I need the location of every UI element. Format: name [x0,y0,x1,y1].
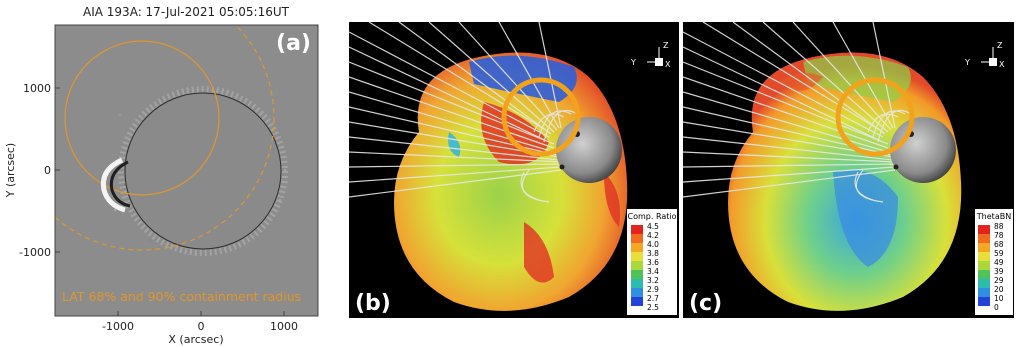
panel-label-b: (b) [355,291,391,316]
z-axis-label: Z [997,41,1003,50]
panel-c: Z Y X ThetaBN 88 78 68 59 49 39 29 20 10… [683,22,1014,318]
colorbar-tick: 3.6 [647,258,659,267]
high-ratio-patch [524,222,554,283]
y-tick-label: 0 [44,164,51,177]
colorbar-tick: 3.2 [647,276,659,285]
colorbar-b: Comp. Ratio [627,209,677,315]
axes-triad [981,47,997,66]
magnetic-field-lines [349,22,578,203]
lat-68-containment-circle [64,40,220,196]
colorbar-tick: 2.5 [647,303,659,312]
sunspot [559,164,565,170]
x-tick-label: 0 [198,320,205,333]
colorbar-tick: 10 [994,294,1004,303]
containment-annotation: LAT 68% and 90% containment radius [62,289,301,304]
low-ratio-patch [469,55,577,102]
colorbar-tick: 88 [994,222,1004,231]
y-axis-label: Y [630,58,636,67]
high-ratio-patch [604,172,620,227]
solar-limb [124,92,282,250]
panel-b-figure: Z Y X Comp. Ratio 4.5 4.2 4.0 3.8 3.6 3.… [349,22,677,316]
quasi-parallel-region [833,169,898,267]
panel-a-figure: AIA 193A: 17-Jul-2021 05:05:16UT [4,5,319,346]
colorbar-tick: 59 [994,249,1004,258]
colorbar-title: Comp. Ratio [628,212,677,221]
panel-b: Z Y X Comp. Ratio 4.5 4.2 4.0 3.8 3.6 3.… [349,22,679,318]
x-tick-label: -1000 [102,320,134,333]
x-axis-label: X [999,60,1005,69]
axis-ticks [55,87,285,316]
y-tick-label: 1000 [23,82,51,95]
colorbar-tick: 29 [994,276,1004,285]
colorbar-title: ThetaBN [976,212,1011,221]
colorbar-c: ThetaBN [975,209,1013,315]
colorbar-tick: 20 [994,285,1004,294]
y-axis-label: Y (arcsec) [4,143,17,198]
lat-90-containment-circle [55,25,275,251]
x-tick-label: 1000 [270,320,298,333]
y-axis-label: Y [964,58,970,67]
highlight-circle [501,77,581,157]
x-axis-label: X (arcsec) [168,333,223,346]
colorbar-tick: 68 [994,240,1004,249]
colorbar-tick: 4.2 [647,231,659,240]
colorbar-tick: 3.8 [647,249,659,258]
colorbar-tick: 4.5 [647,222,659,231]
colorbar-tick: 49 [994,258,1004,267]
panel-a-title: AIA 193A: 17-Jul-2021 05:05:16UT [83,5,290,19]
colorbar-tick: 0 [994,303,999,312]
z-axis-label: Z [663,41,669,50]
panel-label-a: (a) [276,31,311,56]
y-tick-label: -1000 [19,246,51,259]
eruption-dark-arc [109,160,131,208]
shock-surface [394,52,628,311]
panel-label-c: (c) [689,291,722,316]
mid-angle-patch [803,55,911,102]
sunspot [893,164,899,170]
colorbar-tick: 3.4 [647,267,659,276]
eruption-bright-arc [100,157,126,213]
sun-sphere [556,117,622,183]
colorbar-tick: 4.0 [647,240,659,249]
colorbar-tick: 39 [994,267,1004,276]
colorbar-tick: 2.7 [647,294,659,303]
sun-sphere [890,117,956,183]
panel-a: AIA 193A: 17-Jul-2021 05:05:16UT [0,0,345,347]
panel-c-figure: Z Y X ThetaBN 88 78 68 59 49 39 29 20 10… [683,22,1013,316]
colorbar-tick: 78 [994,231,1004,240]
highlight-circle [835,77,915,157]
x-axis-label: X [665,60,671,69]
limb-noise-ring [118,86,288,256]
colorbar-tick: 2.9 [647,285,659,294]
axes-triad [647,47,663,66]
mid-ratio-patch [448,132,461,157]
